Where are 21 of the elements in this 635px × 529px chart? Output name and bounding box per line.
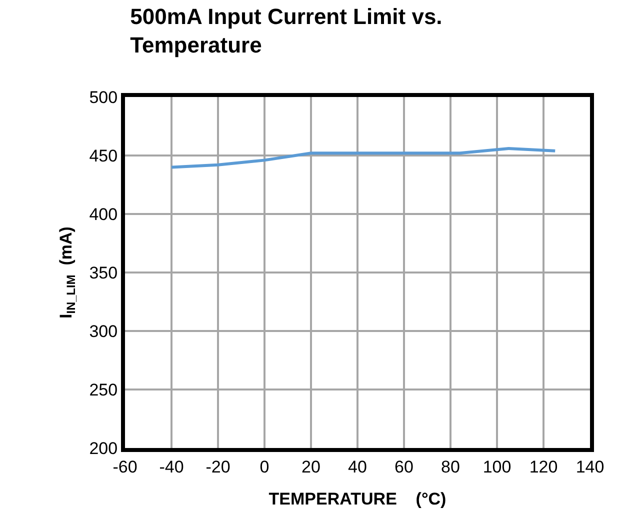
x-tick-label: -60 [112,457,138,476]
x-tick-label: 80 [441,457,460,476]
y-tick-label: 250 [89,380,118,400]
x-tick-label: 100 [482,457,512,476]
y-tick-label: 400 [89,204,118,224]
x-tick-label: -20 [206,457,230,476]
y-tick-label: 450 [89,146,118,166]
y-tick-label: 200 [89,438,118,458]
x-tick-label: 0 [260,457,270,476]
y-tick-label: 350 [89,263,118,282]
chart-title: 500mA Input Current Limit vs. Temperature [130,4,442,58]
x-tick-label: 20 [302,457,320,476]
x-tick-label: -40 [159,457,184,476]
x-axis-title: TEMPERATURE (°C) [268,489,446,508]
x-tick-label: 120 [529,457,558,476]
x-tick-label: 40 [348,457,367,476]
x-tick-label: 60 [394,457,414,476]
x-tick-label: 140 [576,457,604,476]
line-series [170,146,557,169]
y-tick-label: 500 [89,88,118,107]
y-tick-label: 300 [89,322,118,341]
